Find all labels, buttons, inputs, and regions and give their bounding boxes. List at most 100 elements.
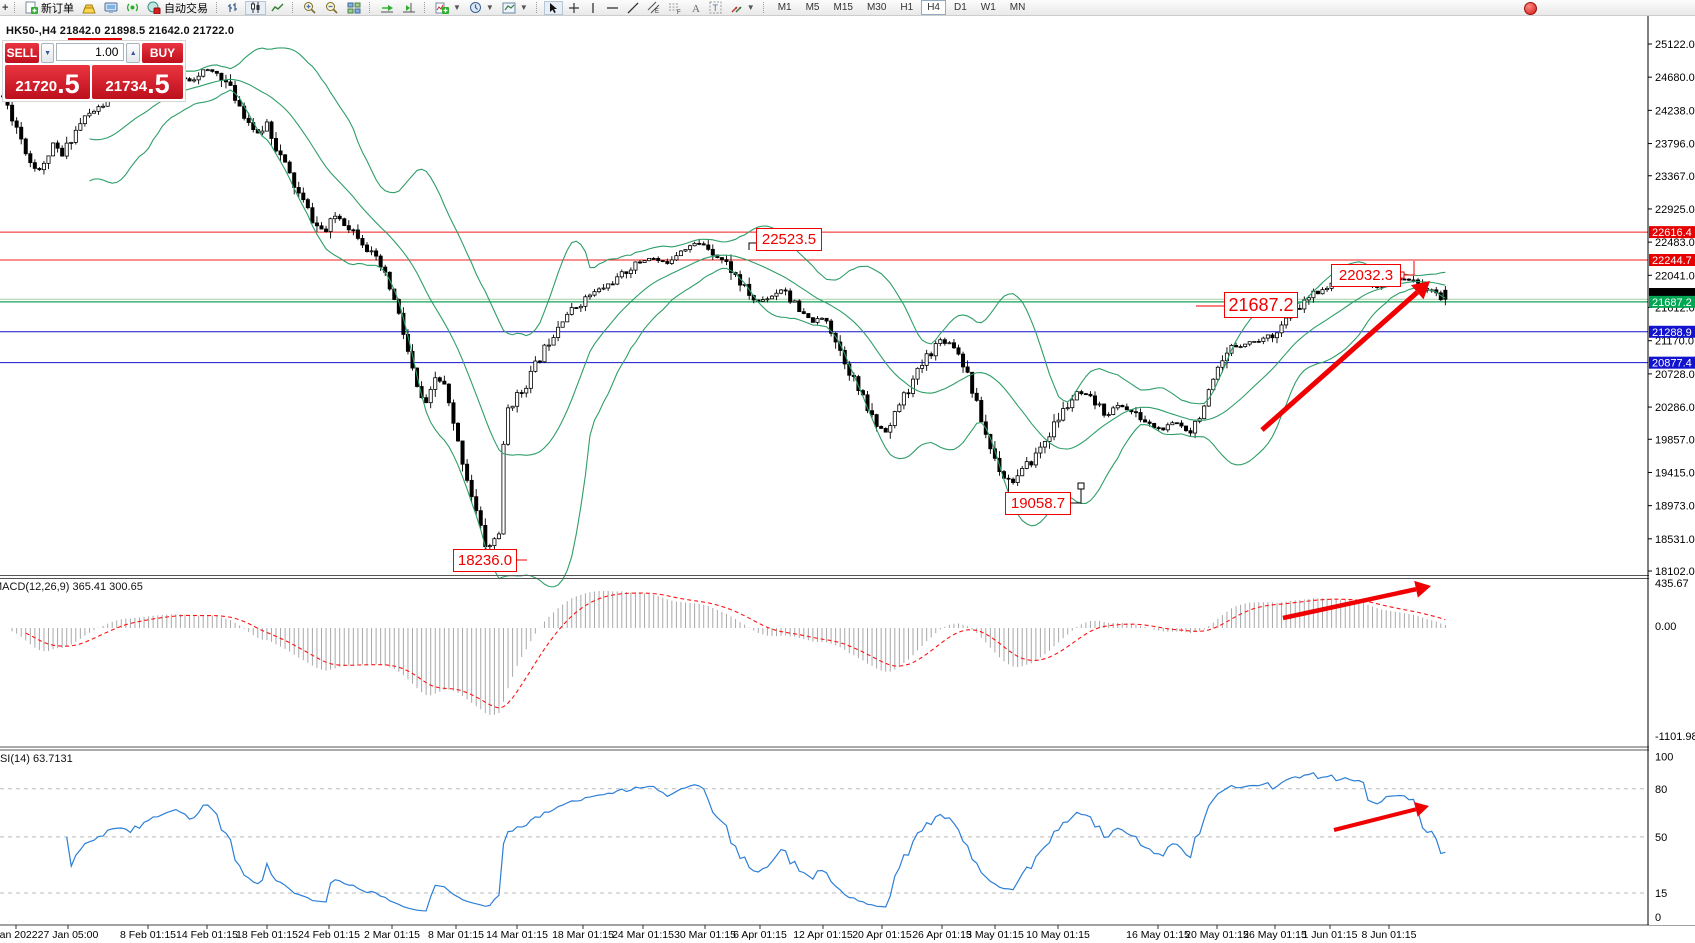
fibonacci-tool-button[interactable]: F <box>665 1 685 15</box>
arrow-objects-icon <box>731 6 742 13</box>
text-tool-button[interactable]: A <box>687 1 704 15</box>
indicator-panes <box>0 575 1695 926</box>
gold-ingot-button[interactable] <box>79 1 99 15</box>
new-order-icon <box>25 1 38 14</box>
timeframe-m30[interactable]: M30 <box>866 2 887 13</box>
terminal-button[interactable] <box>101 1 121 15</box>
timeframe-h4[interactable]: H4 <box>921 0 946 15</box>
buy-price-pips: .5 <box>147 69 170 99</box>
axes[interactable]: 25122.0 24680.0 24238.0 23796.0 23367.0 22925… <box>0 16 1695 941</box>
crosshair-tool-button[interactable] <box>565 1 583 15</box>
buy-button[interactable]: BUY <box>142 43 183 63</box>
line-chart-button[interactable] <box>268 1 287 15</box>
vertical-line-tool-button[interactable] <box>585 1 601 15</box>
svg-text:15: 15 <box>1655 888 1667 900</box>
cursor-tool-button[interactable] <box>543 0 563 15</box>
svg-text:A: A <box>692 3 700 14</box>
new-order-button[interactable]: 新订单 <box>22 1 77 15</box>
crosshair-icon <box>568 2 579 13</box>
svg-text:27 Jan 05:00: 27 Jan 05:00 <box>38 929 99 941</box>
chart-drawings[interactable] <box>517 242 1431 832</box>
volume-decrease-button[interactable]: ▼ <box>40 43 55 63</box>
price-annotation[interactable]: 21687.2 <box>1224 292 1298 318</box>
signal-button[interactable] <box>123 1 142 15</box>
timeframe-mn[interactable]: MN <box>1009 2 1026 13</box>
svg-text:23796.0: 23796.0 <box>1655 139 1695 151</box>
sell-price[interactable]: 21720.5 <box>5 65 91 99</box>
svg-text:E: E <box>655 9 659 14</box>
signal-icon <box>126 3 139 12</box>
chart-shift-button[interactable] <box>399 1 419 15</box>
svg-text:21170.0: 21170.0 <box>1655 336 1694 348</box>
toolbar-grip <box>292 2 295 13</box>
svg-text:24 Mar 01:15: 24 Mar 01:15 <box>612 929 674 941</box>
equidistant-channel-tool-button[interactable]: E <box>644 1 663 15</box>
text-label-tool-button[interactable]: T <box>706 1 725 15</box>
gold-ingot-icon <box>82 4 96 13</box>
auto-trading-button[interactable]: 自动交易 <box>144 1 211 15</box>
svg-text:20 Apr 01:15: 20 Apr 01:15 <box>852 929 912 941</box>
buy-price[interactable]: 21734.5 <box>92 65 183 99</box>
rsi-label: RSI(14) 63.7131 <box>0 753 73 765</box>
timeframe-h1[interactable]: H1 <box>900 2 914 13</box>
clipped-icon: + <box>2 1 9 14</box>
svg-text:26 May 01:15: 26 May 01:15 <box>1243 929 1307 941</box>
svg-text:18102.0: 18102.0 <box>1655 566 1695 578</box>
horizontal-line-tool-button[interactable] <box>603 1 622 15</box>
svg-text:435.67: 435.67 <box>1655 578 1689 590</box>
clock-icon <box>469 2 481 13</box>
indicators-button[interactable]: ▼ <box>432 1 464 15</box>
timeframe-m5[interactable]: M5 <box>805 2 820 13</box>
svg-text:8 Feb 01:15: 8 Feb 01:15 <box>120 929 176 941</box>
ohlc-values: 21842.0 21898.5 21642.0 21722.0 <box>59 25 235 37</box>
svg-text:14 Mar 01:15: 14 Mar 01:15 <box>486 929 548 941</box>
zoom-in-button[interactable] <box>300 1 320 15</box>
svg-text:18531.0: 18531.0 <box>1655 534 1695 546</box>
svg-text:20728.0: 20728.0 <box>1655 369 1695 381</box>
volume-input[interactable] <box>56 43 125 61</box>
timeframe-w1[interactable]: W1 <box>980 2 996 13</box>
templates-button[interactable]: ▼ <box>499 1 531 15</box>
svg-text:22925.0: 22925.0 <box>1655 204 1695 216</box>
timeframe-m1[interactable]: M1 <box>777 2 792 13</box>
candlestick-chart-button[interactable] <box>245 0 266 15</box>
price-annotation[interactable]: 18236.0 <box>453 549 517 572</box>
svg-text:80: 80 <box>1655 784 1667 796</box>
svg-text:18 Mar 01:15: 18 Mar 01:15 <box>552 929 614 941</box>
periods-button[interactable]: ▼ <box>466 1 497 15</box>
zoom-out-button[interactable] <box>322 1 342 15</box>
svg-text:22041.0: 22041.0 <box>1655 270 1695 282</box>
trendline-tool-button[interactable] <box>624 1 642 15</box>
bar-chart-button[interactable] <box>224 1 243 15</box>
price-annotation[interactable]: 19058.7 <box>1005 492 1071 515</box>
red-underline-drawing <box>68 38 122 40</box>
svg-text:10 May 01:15: 10 May 01:15 <box>1026 929 1090 941</box>
svg-text:18973.0: 18973.0 <box>1655 501 1695 513</box>
chart-title: HK50-,H4 21842.0 21898.5 21642.0 21722.0 <box>6 25 235 40</box>
sell-button[interactable]: SELL <box>5 43 39 63</box>
svg-text:100: 100 <box>1655 752 1673 764</box>
line-chart-icon <box>271 3 284 12</box>
svg-text:21288.9: 21288.9 <box>1652 327 1692 339</box>
tile-windows-button[interactable] <box>344 1 364 15</box>
channel-icon: E <box>647 1 660 14</box>
auto-scroll-button[interactable] <box>377 1 397 15</box>
svg-text:0: 0 <box>1655 912 1661 924</box>
volume-increase-button[interactable]: ▲ <box>126 43 141 63</box>
text-icon: A <box>692 3 700 14</box>
timeframe-m15[interactable]: M15 <box>833 2 853 13</box>
svg-text:22244.7: 22244.7 <box>1652 255 1692 267</box>
timeframe-d1[interactable]: D1 <box>954 2 967 13</box>
arrows-tool-button[interactable]: ▼ <box>727 1 758 15</box>
svg-text:24 Feb 01:15: 24 Feb 01:15 <box>298 929 360 941</box>
svg-text:6 Apr 01:15: 6 Apr 01:15 <box>733 929 787 941</box>
svg-text:14 Feb 01:15: 14 Feb 01:15 <box>176 929 238 941</box>
svg-text:18 Feb 01:15: 18 Feb 01:15 <box>236 929 298 941</box>
price-annotation[interactable]: 22032.3 <box>1331 264 1401 287</box>
text-label-icon: T <box>709 1 722 14</box>
price-annotation[interactable]: 22523.5 <box>756 228 822 251</box>
candlestick-chart-icon <box>251 2 260 13</box>
